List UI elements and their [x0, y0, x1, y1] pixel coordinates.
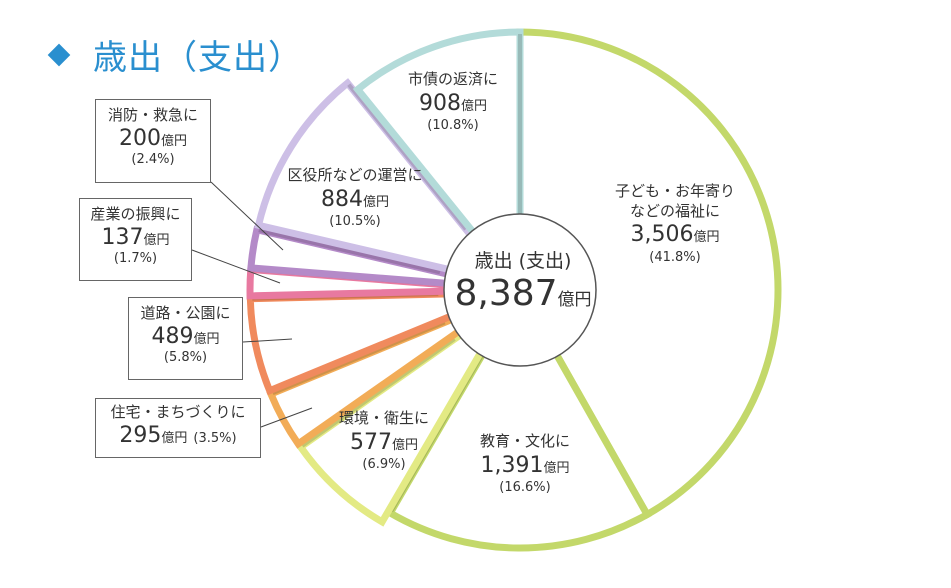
slice-value: 577: [349, 429, 392, 455]
slice-name: 市債の返済に: [407, 70, 498, 88]
slice-name: 環境・衛生に: [338, 409, 429, 427]
slice-edge-ward-office: [347, 83, 468, 231]
slice-name: 教育・文化に: [479, 432, 570, 450]
slice-edge-housing: [271, 320, 446, 396]
slice-value: 137: [101, 224, 144, 250]
pie-slices: [246, 28, 782, 552]
slice-name: 道路・公園に: [140, 304, 231, 322]
slice-name: 消防・救急に: [107, 106, 198, 124]
slice-label-debt: 市債の返済に 908億円 (10.8%): [393, 70, 513, 135]
slice-unit: 億円: [143, 232, 170, 248]
slice-percent: (3.5%): [193, 430, 237, 446]
center-total-value: 8,387: [454, 273, 558, 314]
slice-unit: 億円: [391, 437, 418, 453]
slice-value: 489: [151, 323, 194, 349]
leader-line-industry: [191, 249, 281, 284]
slice-label-industry: 産業の振興に 137億円 (1.7%): [79, 198, 192, 281]
slice-name: 産業の振興に: [90, 205, 181, 223]
leader-line-roads: [242, 338, 293, 343]
slice-unit: 億円: [460, 98, 487, 114]
slice-percent: (10.8%): [427, 118, 479, 134]
pie-slice-environment: [295, 297, 514, 527]
slice-value: 295: [119, 422, 162, 448]
slice-label-welfare: 子ども・お年寄り などの福祉に 3,506億円 (41.8%): [575, 182, 775, 266]
pie-slice-welfare: [516, 28, 782, 520]
slice-value: 3,506: [630, 222, 694, 247]
slice-percent: (6.9%): [362, 457, 406, 473]
slice-label-fire: 消防・救急に 200億円 (2.4%): [95, 99, 211, 183]
center-label: 歳出 (支出) 8,387億円: [448, 246, 598, 314]
slice-label-environment: 環境・衛生に 577億円 (6.9%): [324, 409, 444, 474]
slice-percent: (2.4%): [131, 152, 175, 168]
center-circle: [443, 213, 597, 367]
slice-label-housing: 住宅・まちづくりに 295億円 (3.5%): [95, 398, 261, 458]
slice-value: 908: [418, 90, 461, 116]
slice-label-roads: 道路・公園に 489億円 (5.8%): [128, 297, 243, 380]
slice-edge-environment: [301, 337, 456, 448]
pie-slice-ward-office: [254, 78, 511, 287]
slice-percent: (41.8%): [649, 249, 701, 265]
slice-percent: (10.5%): [329, 214, 381, 230]
slice-unit: 億円: [193, 331, 220, 347]
slice-unit: 億円: [161, 430, 188, 446]
slice-value: 884: [320, 186, 363, 212]
page-title: 歳出（支出）: [47, 30, 303, 79]
slice-label-education: 教育・文化に 1,391億円 (16.6%): [445, 432, 605, 497]
pie-slice-debt: [352, 28, 524, 290]
leader-lines: [191, 181, 313, 428]
slice-name-line2: などの福祉に: [629, 201, 720, 220]
slice-name: 区役所などの運営に: [287, 166, 423, 184]
center-title: 歳出 (支出): [474, 250, 572, 272]
slice-unit: 億円: [693, 230, 720, 245]
center-total-unit: 億円: [557, 290, 592, 310]
slice-unit: 億円: [160, 133, 187, 149]
slice-label-ward-office: 区役所などの運営に 884億円 (10.5%): [270, 166, 440, 231]
slice-percent: (16.6%): [499, 480, 551, 496]
leader-line-housing: [260, 407, 313, 428]
slice-unit: 億円: [543, 460, 570, 476]
leader-line-fire: [210, 181, 284, 251]
page-title-text: 歳出（支出）: [93, 38, 303, 78]
slice-value: 1,391: [480, 452, 544, 478]
slice-value: 200: [118, 125, 161, 151]
slice-unit: 億円: [362, 194, 389, 210]
slice-edge-fire: [258, 228, 441, 275]
pie-slice-education: [385, 291, 652, 552]
slice-percent: (5.8%): [163, 350, 208, 366]
slice-name: 子ども・お年寄り: [614, 182, 735, 200]
slice-percent: (1.7%): [113, 251, 158, 267]
slice-name: 住宅・まちづくりに: [110, 403, 246, 421]
